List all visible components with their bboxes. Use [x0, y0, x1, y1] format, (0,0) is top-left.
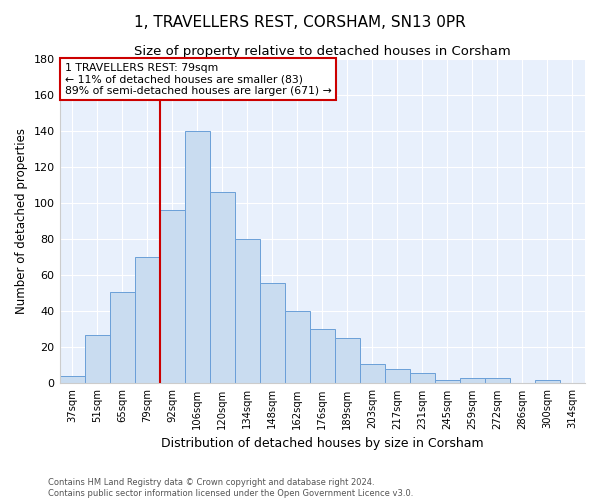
Bar [360, 364, 385, 384]
Bar [85, 335, 110, 384]
Bar [460, 378, 485, 384]
Bar [160, 210, 185, 384]
Bar [134, 258, 160, 384]
Bar [285, 312, 310, 384]
Text: Contains HM Land Registry data © Crown copyright and database right 2024.
Contai: Contains HM Land Registry data © Crown c… [48, 478, 413, 498]
Bar [235, 240, 260, 384]
Y-axis label: Number of detached properties: Number of detached properties [15, 128, 28, 314]
Bar [260, 282, 285, 384]
Bar [335, 338, 360, 384]
Bar [485, 378, 510, 384]
Bar [385, 369, 410, 384]
Bar [59, 376, 85, 384]
Bar [410, 372, 435, 384]
Bar [110, 292, 134, 384]
Title: Size of property relative to detached houses in Corsham: Size of property relative to detached ho… [134, 45, 511, 58]
X-axis label: Distribution of detached houses by size in Corsham: Distribution of detached houses by size … [161, 437, 484, 450]
Bar [310, 330, 335, 384]
Text: 1, TRAVELLERS REST, CORSHAM, SN13 0PR: 1, TRAVELLERS REST, CORSHAM, SN13 0PR [134, 15, 466, 30]
Bar [435, 380, 460, 384]
Bar [209, 192, 235, 384]
Text: 1 TRAVELLERS REST: 79sqm
← 11% of detached houses are smaller (83)
89% of semi-d: 1 TRAVELLERS REST: 79sqm ← 11% of detach… [65, 63, 331, 96]
Bar [185, 131, 209, 384]
Bar [535, 380, 560, 384]
